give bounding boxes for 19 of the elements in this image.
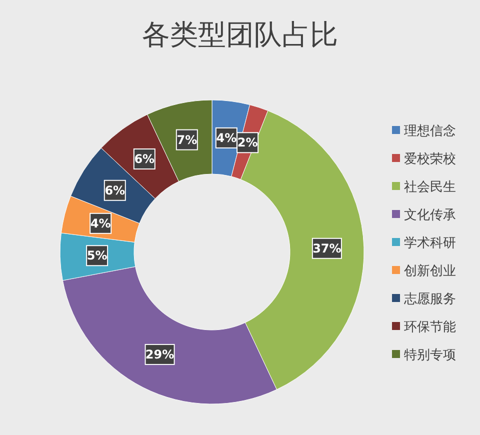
legend-label: 爱校荣校 — [404, 152, 456, 167]
legend-label: 创新创业 — [404, 264, 456, 279]
legend-label: 文化传承 — [404, 208, 456, 223]
data-label: 2% — [237, 136, 258, 150]
chart-title: 各类型团队占比 — [142, 18, 338, 51]
legend-label: 环保节能 — [404, 320, 456, 335]
data-label: 6% — [104, 183, 126, 198]
data-label: 29% — [145, 347, 174, 362]
legend-label: 特别专项 — [404, 348, 456, 363]
data-label: 6% — [134, 152, 155, 166]
legend-label: 学术科研 — [404, 236, 456, 251]
data-label: 37% — [312, 241, 342, 256]
data-label: 7% — [176, 132, 198, 147]
legend-label: 志愿服务 — [404, 292, 456, 307]
data-label: 5% — [86, 248, 108, 263]
legend-label: 社会民生 — [404, 180, 456, 195]
data-label: 4% — [90, 216, 111, 230]
legend-label: 理想信念 — [404, 124, 456, 139]
data-label: 4% — [216, 130, 237, 145]
